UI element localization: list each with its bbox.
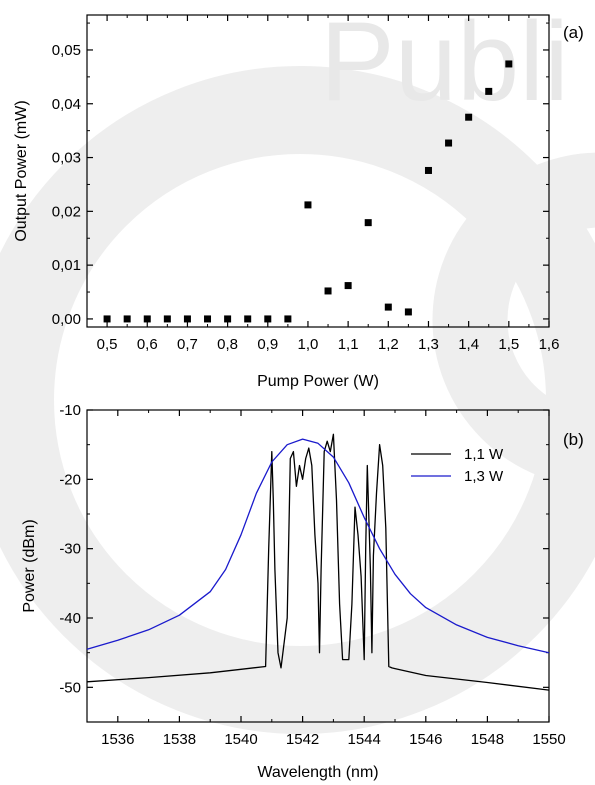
data-point-2: [123, 315, 131, 323]
panel-b-x-tick-label-1546: 1546: [409, 731, 442, 748]
panel-b-y-tick-label-10: -10: [59, 402, 81, 419]
panel-a-x-tick-label-0-9: 0,9: [257, 336, 278, 353]
series-line-1-1-W: [86, 433, 550, 691]
data-point-12: [324, 287, 332, 295]
panel-a-tag: (a): [563, 23, 584, 42]
panel-a-x-tick-label-0-8: 0,8: [217, 336, 238, 353]
data-point-5: [183, 315, 191, 323]
panel-a-y-tick-label-0-01: 0,01: [52, 257, 81, 274]
panel-b-x-tick-label-1550: 1550: [532, 731, 565, 748]
watermark-text: Publi: [320, 0, 569, 124]
panel-a-y-tick-label-0-00: 0,00: [52, 311, 81, 328]
panel-b-x-tick-label-1540: 1540: [224, 731, 257, 748]
data-point-20: [485, 87, 493, 95]
panel-a-x-tick-label-1-2: 1,2: [378, 336, 399, 353]
data-point-10: [284, 315, 292, 323]
panel-b-x-tick-label-1538: 1538: [163, 731, 196, 748]
watermark-ring-right: [432, 152, 595, 488]
panel-a-x-tick-label-1-0: 1,0: [298, 336, 319, 353]
panel-b-y-tick-label-30: -30: [59, 541, 81, 558]
panel-a-x-tick-label-1-6: 1,6: [539, 336, 560, 353]
panel-a-x-tick-label-1-3: 1,3: [418, 336, 439, 353]
panel-a-frame: [86, 14, 550, 328]
legend-label-1-1w: 1,1 W: [464, 446, 504, 463]
data-point-21: [505, 60, 513, 68]
panel-a-x-tick-label-1-4: 1,4: [458, 336, 479, 353]
panel-b-tag: (b): [563, 430, 584, 449]
panel-a-data-points: [103, 60, 513, 323]
data-point-15: [384, 303, 392, 311]
panel-b-x-tick-label-1542: 1542: [286, 731, 319, 748]
data-point-7: [224, 315, 232, 323]
panel-a-ticks: 0,5 0,6 0,7 0,8 0,9 1,0 1,1 1,2 1,3 1,4 1,5 1,6 0,00…: [52, 15, 560, 353]
panel-a-x-tick-label-0-5: 0,5: [97, 336, 118, 353]
data-point-9: [264, 315, 272, 323]
data-point-16: [404, 308, 412, 316]
panel-a-y-tick-label-0-03: 0,03: [52, 150, 81, 167]
panel-b-x-tick-label-1544: 1544: [348, 731, 381, 748]
data-point-18: [445, 139, 453, 147]
watermark-ring-left: [0, 66, 595, 734]
panel-a: 0,5 0,6 0,7 0,8 0,9 1,0 1,1 1,2 1,3 1,4 1,5 1,6 0,00…: [13, 14, 584, 390]
panel-a-x-tick-label-1-5: 1,5: [498, 336, 519, 353]
panel-b-series: [86, 433, 550, 691]
panel-b-x-axis-label: Wavelength (nm): [257, 764, 378, 781]
panel-a-x-axis-label: Pump Power (W): [257, 373, 379, 390]
series-line-1-3-W: [86, 438, 550, 654]
data-point-4: [163, 315, 171, 323]
data-point-1: [103, 315, 111, 323]
panel-a-x-tick-label-0-6: 0,6: [137, 336, 158, 353]
panel-b-legend: 1,1 W 1,3 W: [411, 446, 504, 485]
data-point-6: [204, 315, 212, 323]
legend-label-1-3w: 1,3 W: [464, 468, 504, 485]
panel-b-y-tick-label-40: -40: [59, 610, 81, 627]
panel-b-y-tick-label-20: -20: [59, 471, 81, 488]
panel-a-y-tick-label-0-02: 0,02: [52, 203, 81, 220]
data-point-8: [244, 315, 252, 323]
watermark: Publi: [0, 0, 595, 734]
panel-b-x-tick-label-1548: 1548: [471, 731, 504, 748]
panel-b-ticks: 1536 1538 1540 1542 1544 1546 1548 1550 -10 -20 -3…: [59, 402, 565, 748]
panel-b-y-tick-label-50: -50: [59, 679, 81, 696]
panel-b-x-tick-label-1536: 1536: [101, 731, 134, 748]
panel-a-y-tick-label-0-05: 0,05: [52, 42, 81, 59]
panel-a-x-tick-label-0-7: 0,7: [177, 336, 198, 353]
panel-a-y-tick-label-0-04: 0,04: [52, 96, 81, 113]
panel-a-y-axis-label: Output Power (mW): [13, 100, 30, 241]
panel-b: 1536 1538 1540 1542 1544 1546 1548 1550 -10 -20 -3…: [21, 402, 584, 781]
panel-a-x-tick-label-1-1: 1,1: [338, 336, 359, 353]
data-point-11: [304, 201, 312, 209]
panel-b-y-axis-label: Power (dBm): [21, 519, 38, 612]
data-point-3: [143, 315, 151, 323]
data-point-13: [344, 282, 352, 290]
data-point-19: [465, 113, 473, 121]
data-point-14: [364, 219, 372, 227]
data-point-17: [424, 166, 432, 174]
panel-b-frame: [86, 409, 550, 723]
